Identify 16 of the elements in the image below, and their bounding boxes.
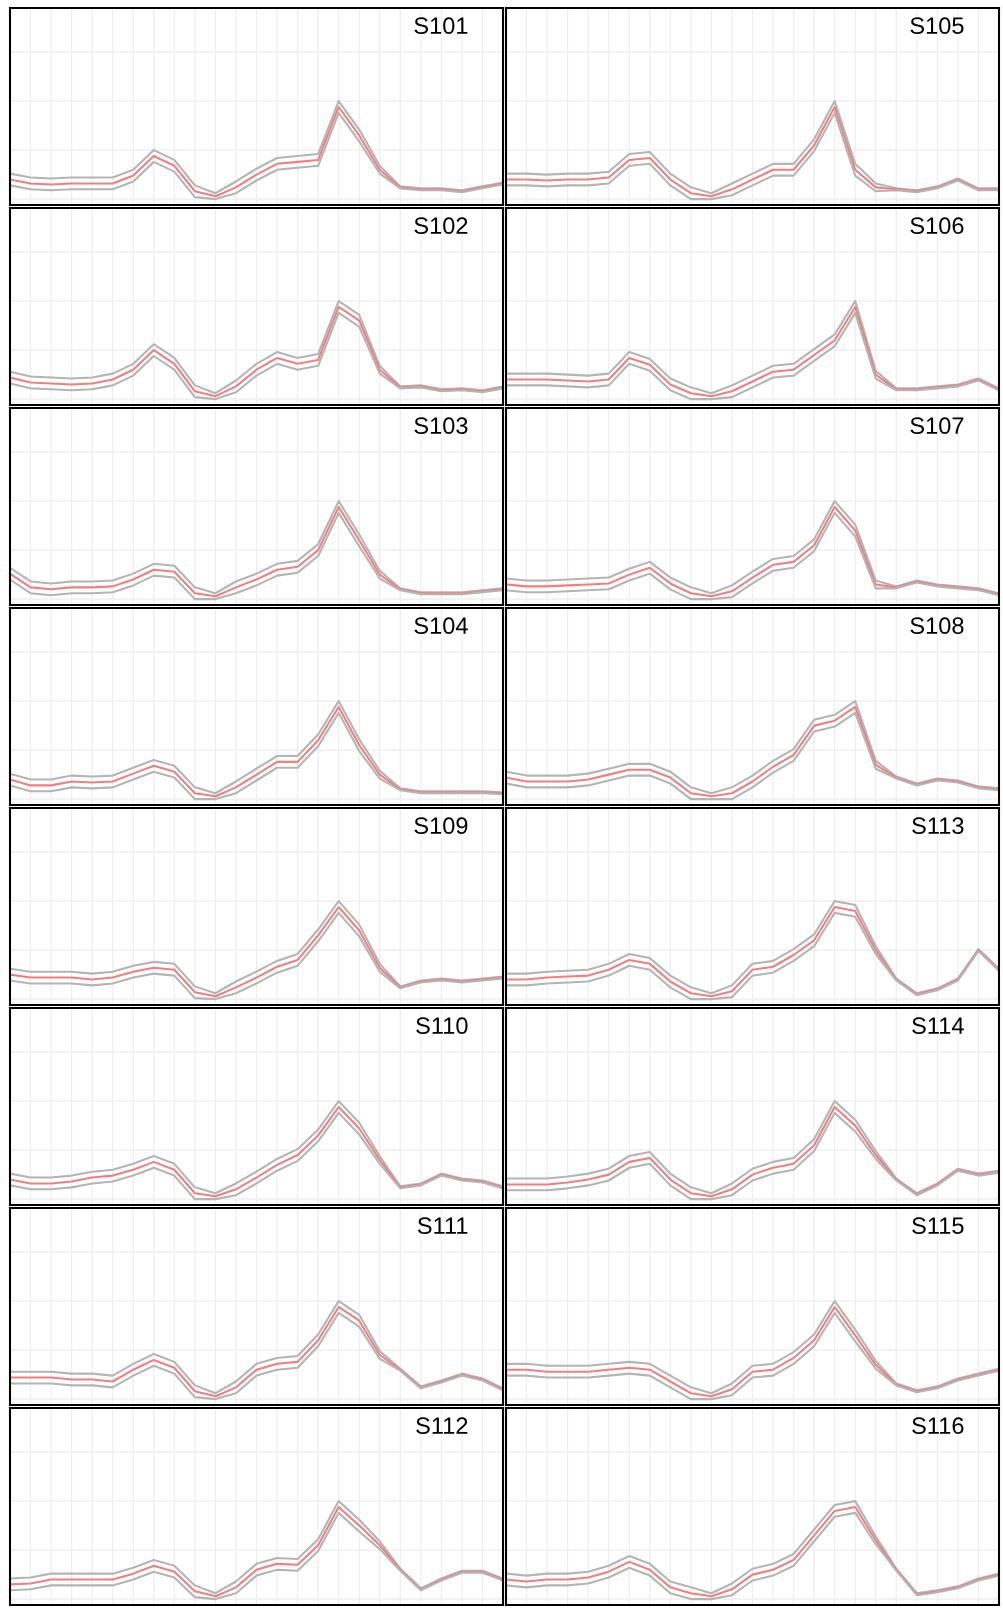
chart-title: S104 [414, 617, 468, 635]
chart-title: S107 [910, 417, 964, 435]
chart-title: S103 [414, 417, 468, 435]
chart-title: S102 [414, 217, 468, 235]
chart-title: S109 [414, 817, 468, 835]
chart-title: S112 [416, 1417, 468, 1435]
chart-title: S105 [910, 17, 964, 35]
chart-title: S108 [910, 617, 964, 635]
chart-title: S113 [912, 817, 964, 835]
chart-title: S115 [912, 1217, 964, 1235]
chart-title: S106 [910, 217, 964, 235]
chart-title: S101 [414, 17, 468, 35]
chart-title: S116 [912, 1417, 964, 1435]
chart-title: S114 [912, 1017, 964, 1035]
chart-title: S110 [416, 1017, 468, 1035]
chart-title: S111 [417, 1217, 468, 1235]
